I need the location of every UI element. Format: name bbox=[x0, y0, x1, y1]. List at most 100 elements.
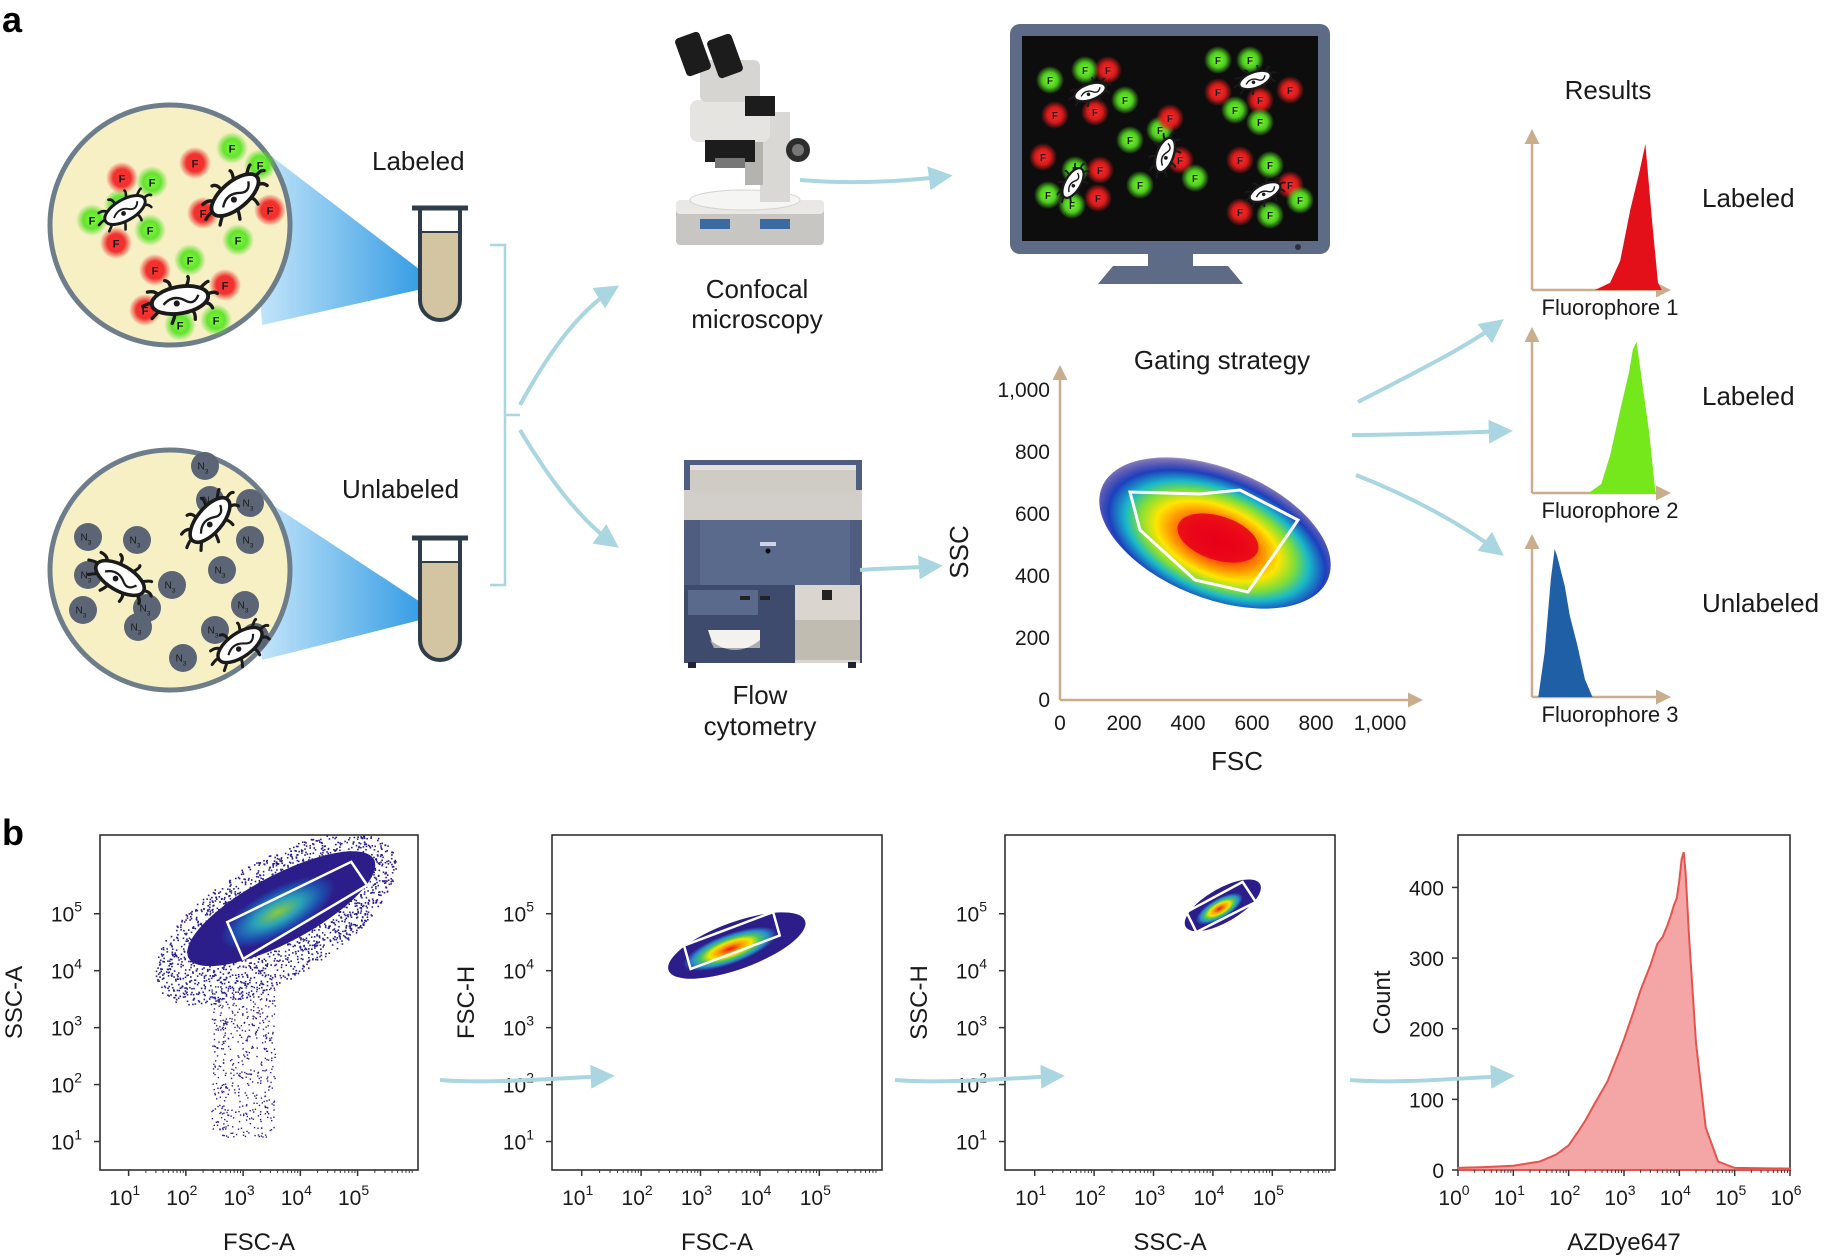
svg-text:F: F bbox=[1177, 156, 1183, 167]
fluorophore-label: Fluorophore 2 bbox=[1542, 498, 1679, 523]
svg-text:F: F bbox=[1157, 126, 1163, 137]
fluorophore-bead: F bbox=[216, 132, 248, 164]
svg-text:F: F bbox=[1237, 156, 1243, 167]
svg-text:F: F bbox=[1045, 191, 1051, 202]
fluorophore-bead: F bbox=[1156, 104, 1184, 132]
y-tick-label: 101 bbox=[956, 1127, 987, 1155]
fluorophore-bead: F bbox=[1081, 98, 1109, 126]
svg-text:F: F bbox=[1237, 208, 1243, 219]
result-histograms: Fluorophore 1 Labeled Fluorophore 2 Labeled… bbox=[1524, 129, 1819, 727]
svg-text:N3: N3 bbox=[242, 499, 253, 513]
sample-bracket bbox=[490, 243, 520, 587]
fluorophore-bead: F bbox=[179, 147, 211, 179]
result-status-label: Unlabeled bbox=[1702, 588, 1819, 618]
gating-y-tick: 600 bbox=[1015, 503, 1050, 526]
flow-label-line1: Flow bbox=[733, 680, 788, 710]
svg-text:F: F bbox=[1257, 96, 1263, 107]
bacterium-icon bbox=[201, 163, 269, 227]
x-tick-label: 101 bbox=[562, 1182, 593, 1210]
panel-b-arrow-1 bbox=[439, 1064, 615, 1089]
fluorophore-bead: F bbox=[1036, 66, 1064, 94]
unlabeled-label: Unlabeled bbox=[342, 474, 459, 504]
gate-polygon bbox=[1184, 880, 1258, 934]
y-axis-title: Count bbox=[1369, 970, 1396, 1034]
flow-cytometer-icon bbox=[684, 460, 862, 668]
x-tick-label: 102 bbox=[1075, 1182, 1106, 1210]
fluorophore-bead: F bbox=[1094, 56, 1122, 84]
result-histogram-2: Fluorophore 2 Labeled bbox=[1524, 327, 1795, 523]
bacterium-icon bbox=[97, 187, 153, 233]
fluorophore-bead: F bbox=[1041, 101, 1069, 129]
fluorophore-bead: F bbox=[1181, 164, 1209, 192]
y-tick-label: 200 bbox=[1409, 1019, 1444, 1042]
svg-text:N3: N3 bbox=[175, 654, 186, 668]
fluorophore-bead: F bbox=[164, 309, 196, 341]
y-tick-label: 104 bbox=[51, 956, 82, 984]
fluorophore-bead: F bbox=[1084, 184, 1112, 212]
x-tick-label: 104 bbox=[281, 1182, 312, 1210]
gating-plot bbox=[1052, 365, 1423, 708]
bacterium-icon bbox=[209, 617, 271, 673]
svg-text:N3: N3 bbox=[242, 536, 253, 550]
x-tick-label: 102 bbox=[1549, 1182, 1580, 1210]
gating-x-tick: 0 bbox=[1054, 712, 1066, 735]
svg-text:F: F bbox=[152, 265, 159, 277]
azide-bead: N3 bbox=[169, 644, 197, 672]
gating-y-axis-title: SSC bbox=[944, 525, 974, 578]
fluorophore-bead: F bbox=[254, 194, 286, 226]
y-tick-label: 101 bbox=[503, 1127, 534, 1155]
svg-text:F: F bbox=[257, 160, 264, 172]
svg-text:F: F bbox=[149, 177, 156, 189]
svg-text:F: F bbox=[1257, 118, 1263, 129]
labeled-cone bbox=[250, 140, 440, 325]
y-tick-label: 100 bbox=[1409, 1089, 1444, 1112]
y-tick-label: 102 bbox=[51, 1070, 82, 1098]
azide-bead: N3 bbox=[208, 556, 236, 584]
svg-text:N3: N3 bbox=[214, 566, 225, 580]
svg-text:F: F bbox=[1192, 174, 1198, 185]
x-tick-label: 103 bbox=[224, 1182, 255, 1210]
svg-text:F: F bbox=[142, 305, 149, 317]
fluorophore-bead: F bbox=[106, 162, 138, 194]
svg-text:N3: N3 bbox=[129, 536, 140, 550]
gating-gate bbox=[1128, 488, 1301, 594]
svg-text:F: F bbox=[1267, 211, 1273, 222]
svg-text:F: F bbox=[119, 173, 126, 185]
y-tick-label: 103 bbox=[503, 1013, 534, 1041]
gating-x-tick-labels: 0 200 400 600 800 1,000 bbox=[1054, 712, 1406, 735]
svg-text:N3: N3 bbox=[130, 623, 141, 637]
microscope-icon bbox=[675, 31, 824, 245]
y-axis-title: SSC-H bbox=[906, 965, 933, 1040]
fluorophore-bead: F bbox=[100, 227, 132, 259]
svg-text:F: F bbox=[213, 315, 220, 327]
result-status-label: Labeled bbox=[1702, 381, 1795, 411]
gating-x-tick: 600 bbox=[1234, 712, 1269, 735]
gating-y-tick-labels: 0 200 400 600 800 1,000 bbox=[997, 379, 1050, 712]
bacterium-icon bbox=[140, 274, 220, 326]
fluorophore-bead: F bbox=[1126, 171, 1154, 199]
y-tick-label: 101 bbox=[51, 1127, 82, 1155]
y-tick-label: 400 bbox=[1409, 877, 1444, 900]
x-axis-title: AZDye647 bbox=[1567, 1229, 1680, 1256]
fluorophore-bead: F bbox=[209, 269, 241, 301]
x-tick-label: 106 bbox=[1770, 1182, 1801, 1210]
y-tick-label: 105 bbox=[956, 899, 987, 927]
fluorophore-bead: F bbox=[1226, 146, 1254, 174]
x-tick-label: 101 bbox=[1015, 1182, 1046, 1210]
arrow-to-flow bbox=[518, 428, 619, 548]
svg-text:F: F bbox=[1069, 201, 1075, 212]
x-tick-label: 104 bbox=[740, 1182, 771, 1210]
svg-text:F: F bbox=[235, 235, 242, 247]
bacterium-icon bbox=[1068, 76, 1112, 108]
x-tick-label: 105 bbox=[338, 1182, 369, 1210]
svg-text:F: F bbox=[1127, 136, 1133, 147]
gating-y-tick: 800 bbox=[1015, 441, 1050, 464]
fluorophore-bead: F bbox=[1276, 76, 1304, 104]
svg-text:F: F bbox=[1247, 56, 1253, 67]
fluorophore-bead: F bbox=[200, 304, 232, 336]
results-title: Results bbox=[1565, 75, 1652, 105]
svg-text:F: F bbox=[192, 158, 199, 170]
svg-text:F: F bbox=[1297, 196, 1303, 207]
svg-text:F: F bbox=[1105, 66, 1111, 77]
